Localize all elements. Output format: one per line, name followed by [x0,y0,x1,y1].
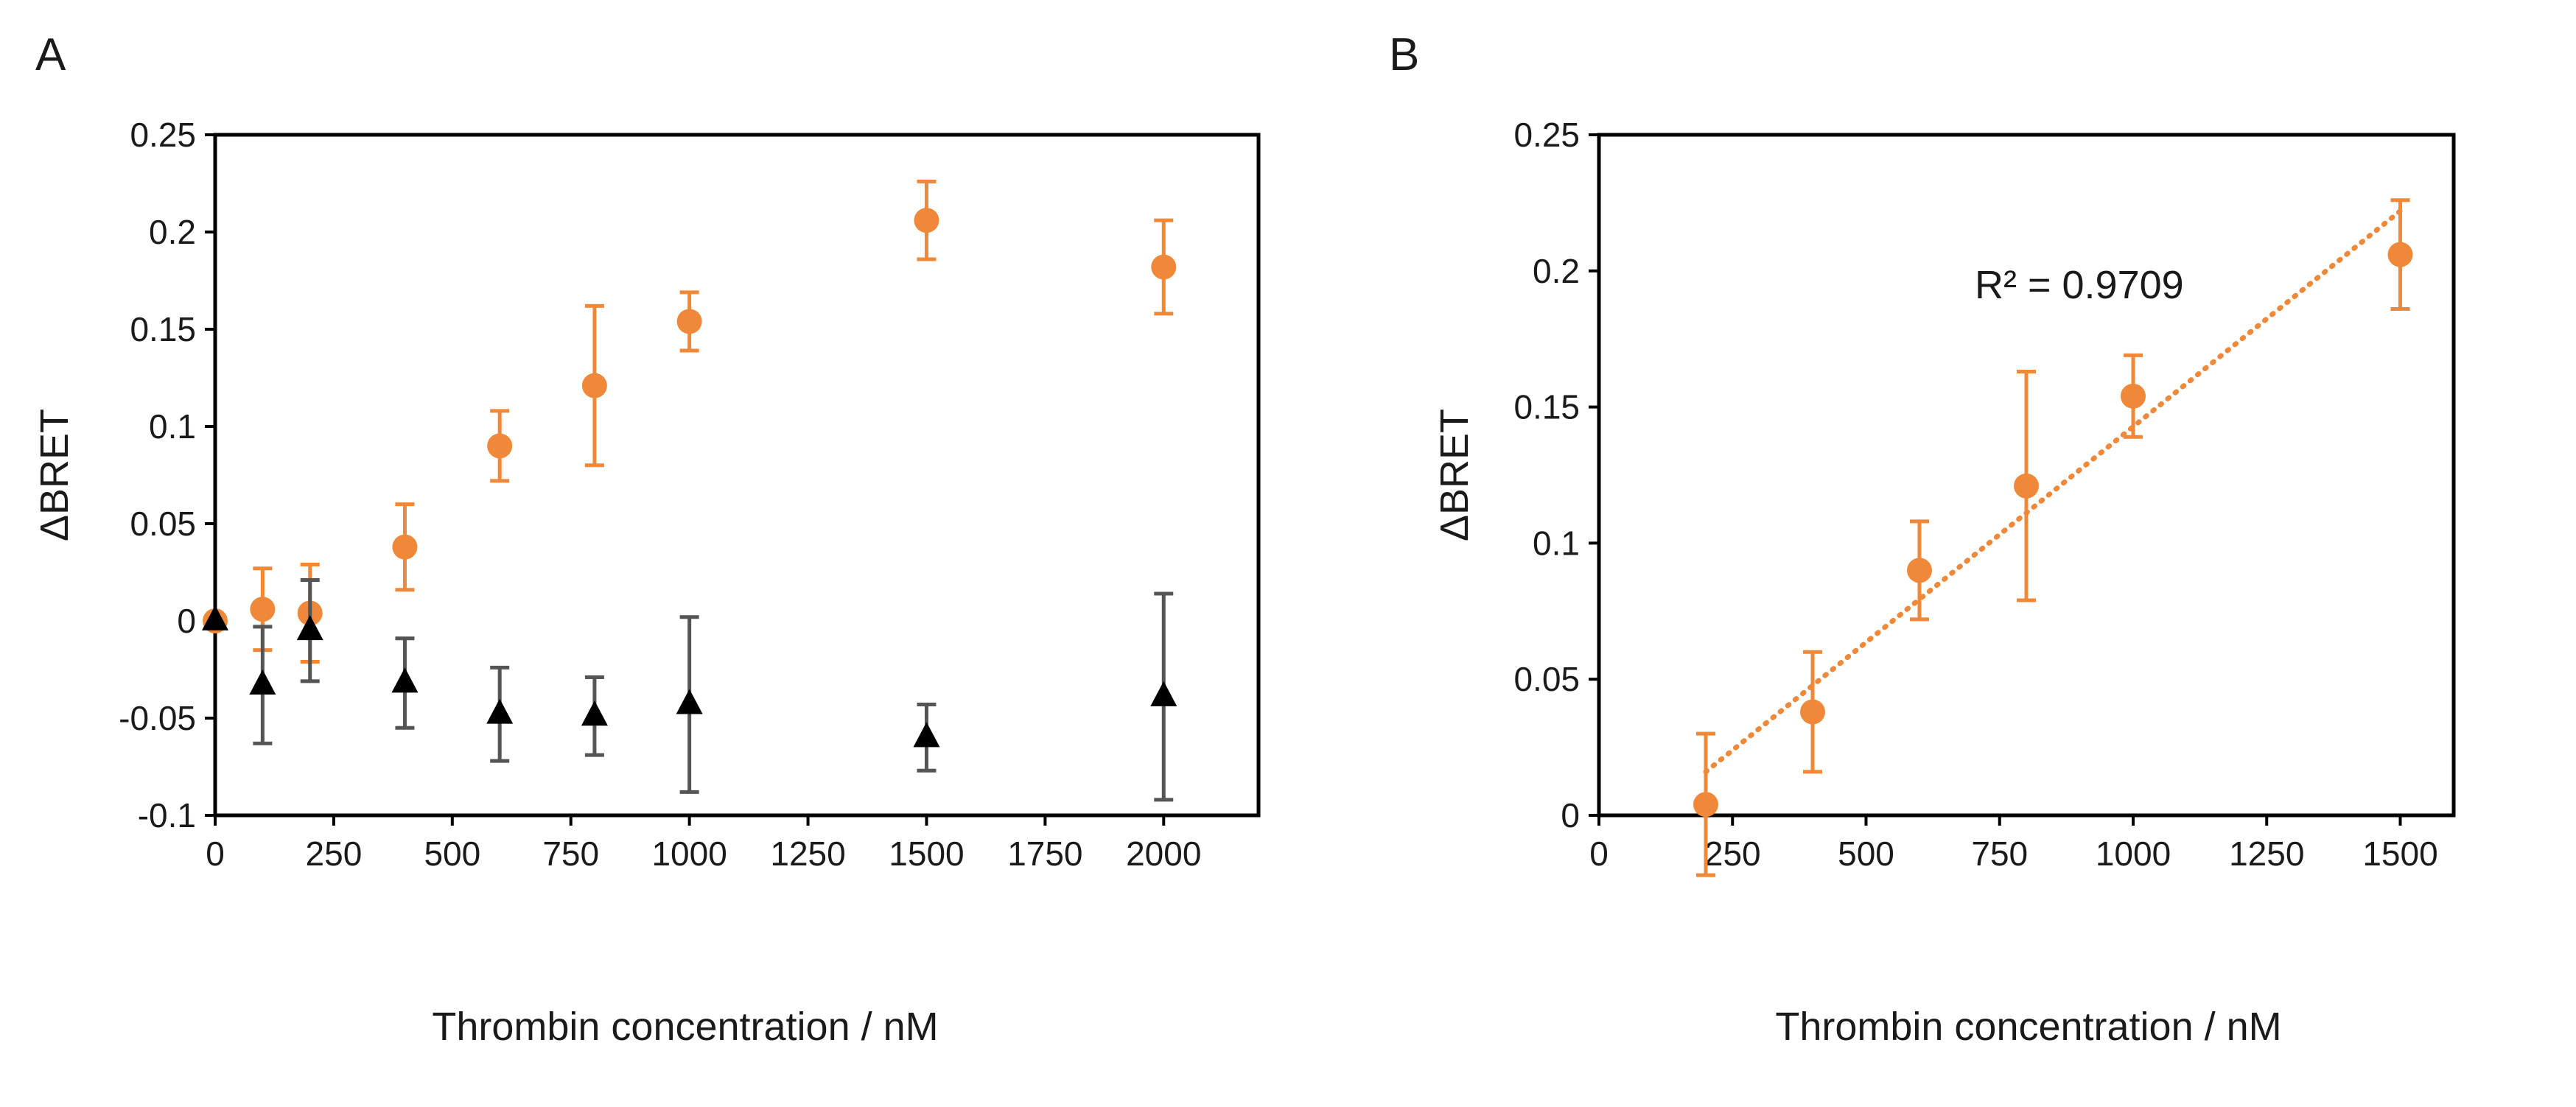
chart-b-xtick-label: 750 [1971,834,2028,873]
chart-a-point-circle [250,597,276,622]
chart-b-xtick-label: 1500 [2362,834,2437,873]
chart-a-ytick-label: 0 [177,602,196,640]
chart-b-ytick-label: 0 [1561,796,1580,834]
chart-a-xtick-label: 0 [206,834,225,873]
chart-b: 0 0.05 0.1 0.15 0.2 0.25 0 250 500 750 1000 1250 150… [1513,116,2456,877]
chart-b-plot-frame [1597,133,2456,818]
chart-a-point-triangle [676,689,703,714]
chart-a-point-circle [392,534,418,560]
chart-a-point-triangle [249,670,276,695]
chart-b-ytick-label: 0.05 [1513,660,1580,698]
chart-b-point-circle [2014,473,2039,499]
chart-a-point-triangle [1150,681,1177,706]
chart-b-ytick-label: 0.15 [1513,388,1580,426]
chart-a-xtick-label: 750 [542,834,599,873]
chart-b-xtick-label: 1250 [2229,834,2304,873]
chart-a-ytick-label: 0.25 [130,116,196,154]
chart-a-point-circle [914,208,939,233]
chart-a-point-circle [487,433,513,459]
chart-a-ytick-label: -0.05 [119,699,196,737]
chart-b-xtick-label: 1000 [2096,834,2171,873]
chart-a-point-circle [676,309,702,334]
chart-b-xtick-label: 500 [1838,834,1894,873]
panel-label-b: B [1389,29,1419,80]
chart-a-ytick-label: 0.15 [130,310,196,348]
chart-a-xtick-label: 500 [424,834,480,873]
chart-b-point-circle [1693,792,1718,818]
chart-b-ylabel: ΔBRET [1432,409,1477,541]
chart-b-point-circle [1800,699,1825,725]
chart-a-point-triangle [391,667,419,693]
chart-a-xtick-label: 1000 [651,834,727,873]
chart-b-xtick-label: 0 [1589,834,1609,873]
chart-a-xtick-label: 1250 [770,834,845,873]
chart-a-point-triangle [202,605,228,630]
chart-a-xtick-label: 1750 [1007,834,1082,873]
chart-a-point-triangle [486,698,514,724]
chart-a-xtick-label: 2000 [1126,834,1201,873]
chart-a-ytick-label: -0.1 [138,796,196,834]
chart-a-point-circle [581,373,607,398]
chart-b-xlabel: Thrombin concentration / nM [1775,1005,2281,1049]
chart-b-point-circle [2387,242,2413,267]
chart-a: -0.1 -0.05 0 0.05 0.1 0.15 0.2 0.25 0 250 500 750 10… [119,116,1261,873]
panel-label-a: A [35,29,66,80]
chart-b-point-circle [1907,558,1932,583]
chart-b-point-circle [2121,383,2146,409]
chart-b-ytick-label: 0.25 [1513,116,1580,154]
chart-a-plot-frame [213,133,1261,818]
chart-b-ytick-label: 0.1 [1533,524,1580,562]
chart-a-xtick-label: 1500 [889,834,964,873]
chart-a-ytick-label: 0.1 [149,407,196,446]
chart-b-xtick-label: 250 [1704,834,1761,873]
chart-a-xtick-label: 250 [306,834,363,873]
r2-annotation: R² = 0.9709 [1975,263,2184,307]
chart-a-point-triangle [581,700,608,726]
chart-a-point-circle [1151,254,1177,280]
chart-b-ytick-label: 0.2 [1533,252,1580,290]
chart-a-ylabel: ΔBRET [32,409,77,541]
chart-a-point-triangle [296,615,323,641]
chart-a-ytick-label: 0.2 [149,213,196,251]
chart-a-point-triangle [913,722,940,748]
chart-a-xlabel: Thrombin concentration / nM [432,1005,938,1049]
chart-a-ytick-label: 0.05 [130,505,196,543]
